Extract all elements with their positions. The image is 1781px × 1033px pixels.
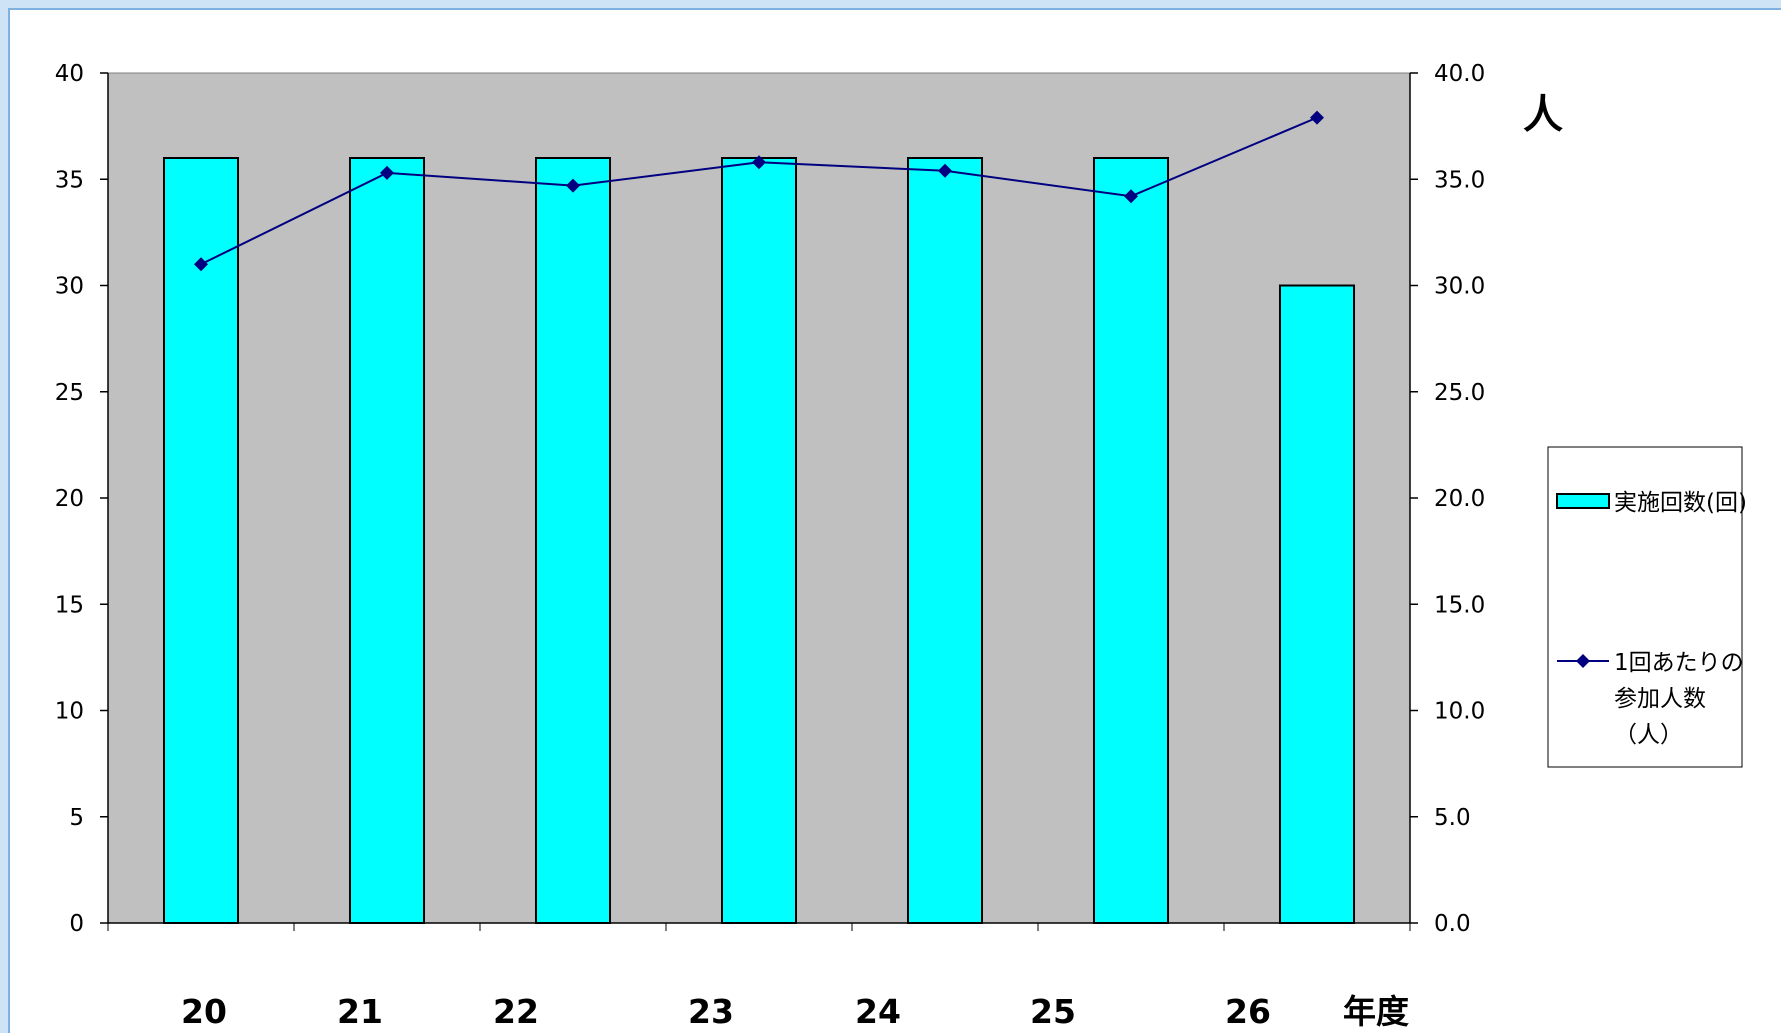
category-label-22: 22 — [493, 992, 539, 1031]
legend-line-label-line3: （人） — [1614, 722, 1683, 748]
left-tick-label: 0 — [69, 911, 84, 937]
x-axis-label: 年度 — [1343, 992, 1409, 1031]
point-20 — [194, 257, 208, 272]
bar-series — [163, 157, 1355, 924]
legend: 実施回数(回) 1回あたりの 参加人数 （人） — [1547, 446, 1747, 768]
right-tick-label: 15.0 — [1434, 592, 1485, 618]
left-tick-label: 5 — [69, 805, 84, 831]
legend-line-marker — [1576, 654, 1590, 668]
category-label-26: 26 — [1225, 992, 1271, 1031]
right-tick-label: 5.0 — [1434, 805, 1471, 831]
legend-line-label-line1: 1回あたりの — [1614, 650, 1744, 676]
right-tick-label: 10.0 — [1434, 699, 1485, 725]
point-21 — [380, 165, 394, 180]
bar-20 — [163, 157, 239, 924]
right-axis: 0.0 5.0 10.0 15.0 20.0 25.0 30.0 35.0 40.0 — [1409, 61, 1485, 937]
bar-26 — [1279, 284, 1355, 924]
left-tick-label: 15 — [55, 592, 84, 618]
left-tick-label: 20 — [55, 486, 84, 512]
left-tick-label: 25 — [55, 380, 84, 406]
point-23 — [752, 155, 766, 170]
point-22 — [566, 178, 580, 193]
category-label-20: 20 — [181, 992, 227, 1031]
left-tick-label: 30 — [55, 274, 84, 300]
category-label-23: 23 — [688, 992, 734, 1031]
right-tick-label: 25.0 — [1434, 380, 1485, 406]
bar-25 — [1093, 157, 1169, 924]
right-tick-label: 40.0 — [1434, 61, 1485, 87]
bar-23 — [721, 157, 797, 924]
right-tick-label: 20.0 — [1434, 486, 1485, 512]
line-series — [194, 110, 1324, 272]
left-tick-label: 35 — [55, 167, 84, 193]
legend-box — [1547, 446, 1743, 768]
left-tick-label: 10 — [55, 699, 84, 725]
left-tick-label: 40 — [55, 61, 84, 87]
bar-24 — [907, 157, 983, 924]
point-26 — [1310, 110, 1324, 125]
right-tick-label: 30.0 — [1434, 274, 1485, 300]
legend-bar-label: 実施回数(回) — [1614, 490, 1747, 516]
point-25 — [1124, 189, 1138, 204]
x-axis: 20 21 22 23 24 25 26 — [107, 922, 1411, 1031]
right-tick-label: 0.0 — [1434, 911, 1471, 937]
right-tick-label: 35.0 — [1434, 167, 1485, 193]
left-axis: 0 5 10 15 20 25 30 35 40 — [55, 61, 109, 937]
category-label-25: 25 — [1030, 992, 1076, 1031]
legend-bar-swatch — [1556, 493, 1610, 509]
bar-21 — [349, 157, 425, 924]
point-24 — [938, 163, 952, 178]
legend-line-label-line2: 参加人数 — [1614, 686, 1706, 712]
category-label-21: 21 — [337, 992, 383, 1031]
bar-22 — [535, 157, 611, 924]
right-axis-unit-label: 人 — [1523, 92, 1563, 138]
category-label-24: 24 — [855, 992, 901, 1031]
